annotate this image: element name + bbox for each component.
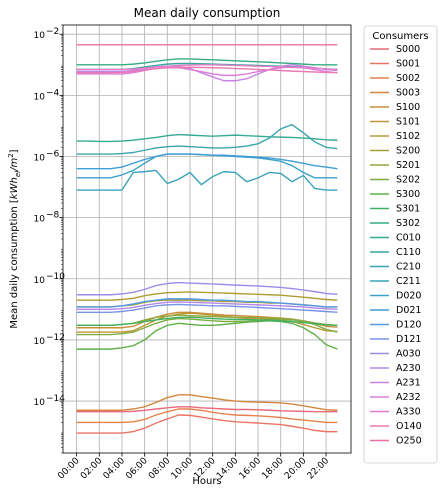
x-tick-label: 00:00 (56, 456, 82, 482)
series-line-A030 (76, 281, 338, 296)
series-line-O140 (76, 66, 338, 74)
x-tick-label: 22:00 (306, 456, 332, 482)
x-tick-label: 20:00 (283, 456, 309, 482)
y-tick-exponent: −6 (46, 149, 60, 159)
series-line-A230 (76, 301, 338, 311)
series-line-S001 (76, 414, 338, 434)
series-line-A231 (76, 64, 338, 82)
legend-label-S302: S302 (396, 218, 420, 229)
legend-label-O140: O140 (396, 421, 422, 432)
y-tick-exponent: −8 (46, 211, 60, 221)
plot-frame (62, 24, 352, 454)
legend-label-S100: S100 (396, 102, 420, 113)
x-tick-label: 16:00 (238, 456, 264, 482)
y-tick-exponent: −10 (46, 272, 65, 282)
legend-label-S001: S001 (396, 59, 420, 70)
x-tick-label: 18:00 (260, 456, 286, 482)
legend-label-A232: A232 (396, 392, 421, 403)
series-line-D121 (76, 303, 338, 314)
legend-label-A231: A231 (396, 378, 421, 389)
x-tick-label: 06:00 (124, 456, 150, 482)
series-line-S301 (76, 316, 338, 327)
series-line-S102 (76, 291, 338, 301)
series-line-S300 (76, 320, 338, 350)
series-line-A330 (76, 64, 338, 71)
legend-label-S101: S101 (396, 117, 420, 128)
legend-label-A230: A230 (396, 363, 421, 374)
series-line-S002 (76, 408, 338, 424)
legend-label-D121: D121 (396, 334, 421, 345)
series-line-S202 (76, 317, 338, 336)
legend-label-D020: D020 (396, 291, 421, 302)
legend-title: Consumers (372, 31, 428, 42)
legend-label-D120: D120 (396, 320, 421, 331)
legend-label-S000: S000 (396, 44, 420, 55)
legend-label-S002: S002 (396, 73, 420, 84)
y-tick-label: 10 (34, 276, 46, 286)
y-tick-label: 10 (34, 92, 46, 102)
x-tick-label: 02:00 (79, 456, 105, 482)
legend-label-D021: D021 (396, 305, 421, 316)
y-tick-label: 10 (34, 153, 46, 163)
series-line-D020 (76, 153, 338, 179)
legend-label-O250: O250 (396, 436, 422, 447)
legend: Consumers S000 S001 S002 S003 S100 S101 S102 S2… (363, 25, 438, 464)
y-tick-label: 10 (34, 31, 46, 41)
series-line-C010 (76, 133, 338, 143)
grid-lines (63, 25, 351, 453)
series-line-D021 (76, 153, 338, 170)
chart-title: Mean daily consumption (134, 6, 281, 20)
legend-label-C110: C110 (396, 247, 421, 258)
y-tick-exponent: −14 (46, 394, 65, 404)
legend-label-S202: S202 (396, 175, 420, 186)
legend-label-A030: A030 (396, 349, 421, 360)
legend-label-C210: C210 (396, 262, 421, 273)
series-lines (76, 44, 338, 434)
legend-label-S301: S301 (396, 204, 420, 215)
legend-label-A330: A330 (396, 407, 421, 418)
legend-label-S201: S201 (396, 160, 420, 171)
y-tick-label: 10 (34, 398, 46, 408)
y-tick-exponent: −2 (46, 27, 59, 37)
series-line-D120 (76, 298, 338, 308)
x-tick-label: 08:00 (147, 456, 173, 482)
y-tick-exponent: −4 (46, 88, 60, 98)
legend-label-S102: S102 (396, 131, 420, 142)
x-tick-label: 04:00 (102, 456, 128, 482)
y-tick-label: 10 (34, 215, 46, 225)
legend-label-C010: C010 (396, 233, 421, 244)
legend-label-S003: S003 (396, 88, 420, 99)
series-line-C211 (76, 169, 338, 191)
y-tick-exponent: −12 (46, 333, 65, 343)
series-line-S000 (76, 406, 338, 413)
series-line-S003 (76, 394, 338, 411)
x-axis-label: Hours (192, 476, 221, 487)
y-tick-label: 10 (34, 337, 46, 347)
legend-label-S200: S200 (396, 146, 420, 157)
y-axis-label: Mean daily consumption [kWhel/m2] (7, 149, 22, 328)
series-line-S302 (76, 58, 338, 66)
series-line-C210 (76, 123, 338, 155)
legend-label-C211: C211 (396, 276, 421, 287)
legend-label-S300: S300 (396, 189, 420, 200)
